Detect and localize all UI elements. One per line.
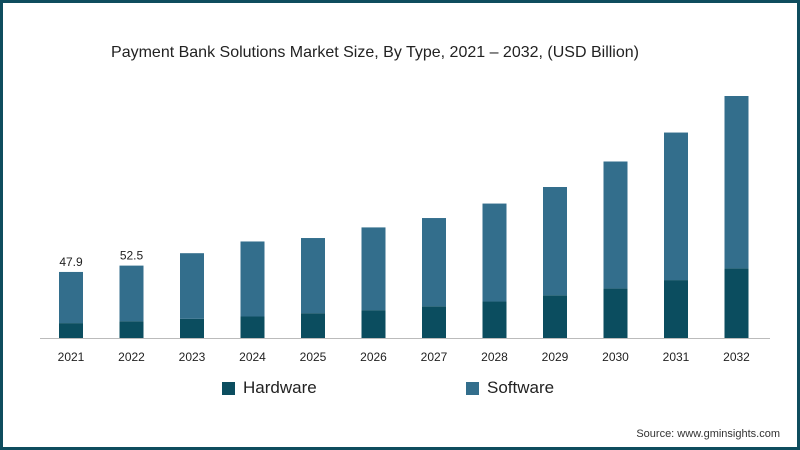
bar-software-2022 <box>119 265 144 322</box>
legend-item-software: Software <box>466 378 554 398</box>
x-tick-label: 2028 <box>481 350 508 364</box>
bar-hardware-2025 <box>301 313 325 338</box>
legend: Hardware Software <box>0 378 800 402</box>
x-tick-label: 2024 <box>239 350 266 364</box>
legend-swatch-hardware <box>222 381 235 395</box>
bar-software-2026 <box>361 227 386 311</box>
x-tick-label: 2030 <box>602 350 629 364</box>
x-tick-label: 2031 <box>663 350 690 364</box>
legend-item-hardware: Hardware <box>222 378 317 398</box>
legend-label-hardware: Hardware <box>243 378 317 397</box>
bar-hardware-2024 <box>240 316 265 338</box>
bar-software-2023 <box>180 253 204 319</box>
bar-software-2021 <box>59 271 83 324</box>
data-label: 52.5 <box>120 249 144 263</box>
bar-hardware-2021 <box>59 323 83 338</box>
x-tick-label: 2032 <box>723 350 750 364</box>
bar-software-2025 <box>301 238 325 314</box>
chart-title: Payment Bank Solutions Market Size, By T… <box>111 44 639 61</box>
source-note: Source: www.gminsights.com <box>636 428 780 440</box>
bar-software-2032 <box>724 96 749 269</box>
bar-software-2031 <box>664 132 688 281</box>
bar-software-2027 <box>422 218 446 307</box>
bar-hardware-2022 <box>119 321 144 338</box>
x-tick-label: 2029 <box>542 350 569 364</box>
bar-software-2024 <box>240 241 265 317</box>
bar-software-2030 <box>603 161 628 289</box>
legend-label-software: Software <box>487 378 555 397</box>
bar-hardware-2026 <box>361 310 386 338</box>
x-tick-label: 2027 <box>421 350 448 364</box>
bar-software-2028 <box>482 203 507 302</box>
x-tick-label: 2026 <box>360 350 387 364</box>
bar-hardware-2028 <box>482 301 507 338</box>
legend-swatch-software <box>466 381 479 395</box>
bar-hardware-2031 <box>664 280 688 338</box>
x-tick-label: 2021 <box>58 350 85 364</box>
bar-software-2029 <box>543 187 567 296</box>
bar-hardware-2032 <box>724 268 749 338</box>
x-tick-label: 2022 <box>118 350 145 364</box>
bar-hardware-2030 <box>603 288 628 338</box>
x-tick-label: 2023 <box>179 350 206 364</box>
data-label: 47.9 <box>59 255 83 269</box>
bar-hardware-2027 <box>422 306 446 338</box>
bar-hardware-2029 <box>543 295 567 338</box>
bar-hardware-2023 <box>180 318 204 338</box>
x-tick-label: 2025 <box>300 350 327 364</box>
